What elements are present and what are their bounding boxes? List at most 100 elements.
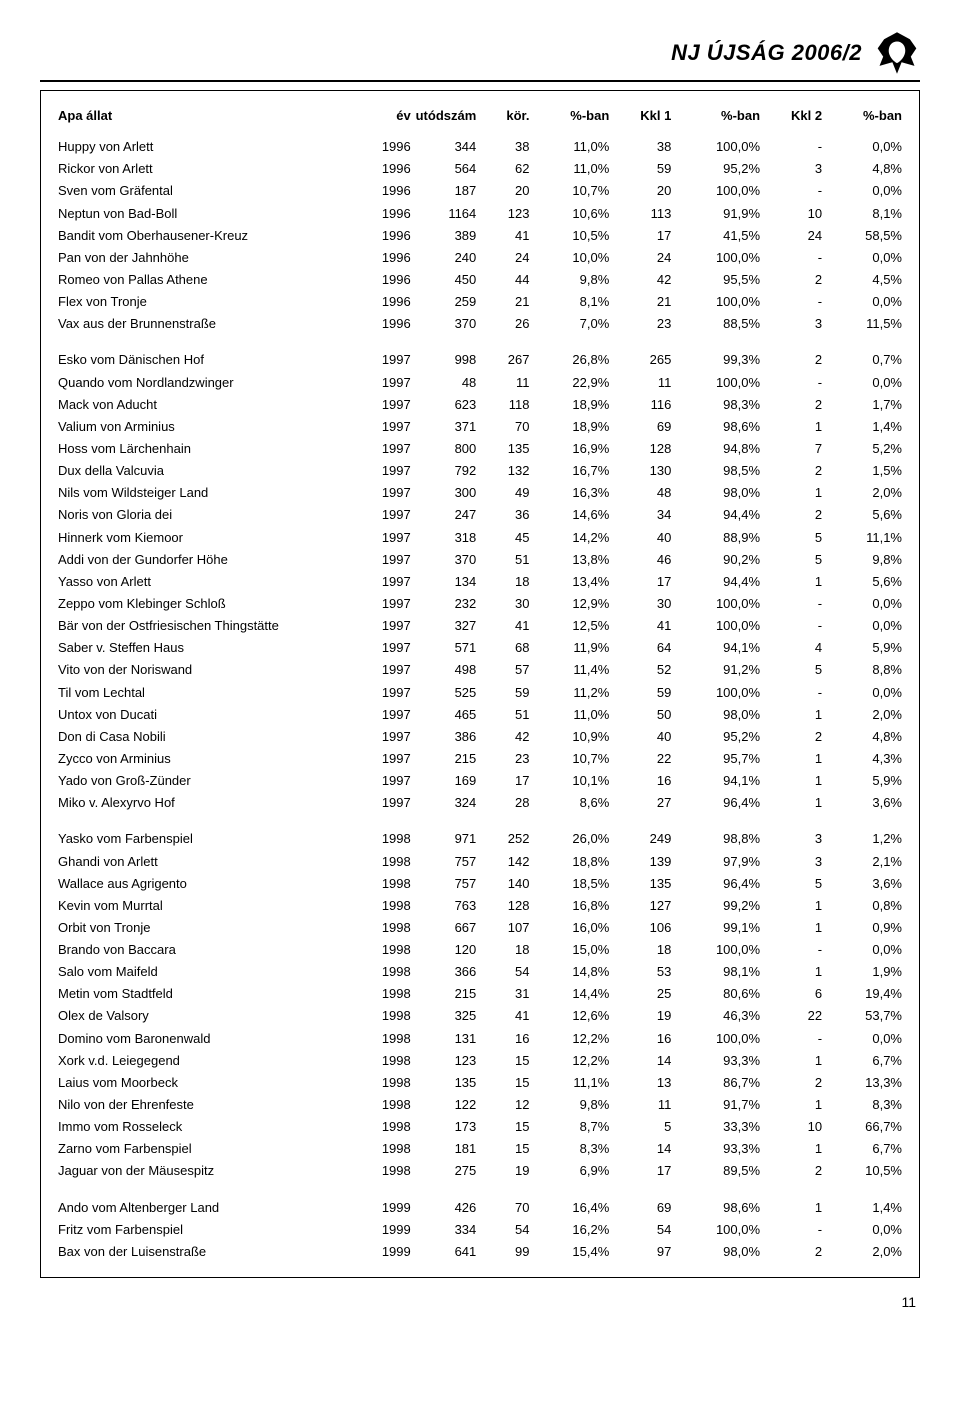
table-cell: 1998 (359, 1072, 412, 1094)
table-cell: 1998 (359, 1050, 412, 1072)
table-cell: 142 (477, 851, 530, 873)
table-cell: 763 (412, 895, 478, 917)
table-cell: 757 (412, 851, 478, 873)
table-cell: 100,0% (672, 1028, 761, 1050)
table-cell: 12,2% (530, 1050, 610, 1072)
table-cell: 94,1% (672, 637, 761, 659)
table-cell: 12,2% (530, 1028, 610, 1050)
table-cell: 94,4% (672, 504, 761, 526)
table-cell: 96,4% (672, 792, 761, 814)
table-cell: 247 (412, 504, 478, 526)
table-cell: 5,9% (823, 770, 903, 792)
table-cell: 41,5% (672, 225, 761, 247)
table-cell: 3,6% (823, 792, 903, 814)
table-cell: 11,2% (530, 682, 610, 704)
table-cell: 11,0% (530, 158, 610, 180)
table-cell: Romeo von Pallas Athene (57, 269, 359, 291)
table-cell: 123 (477, 203, 530, 225)
table-cell: 98,3% (672, 394, 761, 416)
table-cell: 10,7% (530, 748, 610, 770)
table-cell: 11 (610, 372, 672, 394)
col-pban-3: %-ban (823, 105, 903, 136)
table-cell: 41 (477, 1005, 530, 1027)
table-cell: 5,6% (823, 504, 903, 526)
table-cell: 641 (412, 1241, 478, 1263)
table-cell: 0,0% (823, 291, 903, 313)
table-cell: 1 (761, 895, 823, 917)
table-cell: Valium von Arminius (57, 416, 359, 438)
table-cell: 1 (761, 1094, 823, 1116)
table-cell: Pan von der Jahnhöhe (57, 247, 359, 269)
table-cell: 99 (477, 1241, 530, 1263)
table-cell: 1 (761, 748, 823, 770)
table-cell: 5 (610, 1116, 672, 1138)
table-cell: 1998 (359, 1160, 412, 1182)
table-cell: 48 (412, 372, 478, 394)
table-row: Don di Casa Nobili19973864210,9%4095,2%2… (57, 726, 903, 748)
table-cell: - (761, 180, 823, 202)
table-cell: 792 (412, 460, 478, 482)
table-row: Mack von Aducht199762311818,9%11698,3%21… (57, 394, 903, 416)
table-row: Kevin vom Murrtal199876312816,8%12799,2%… (57, 895, 903, 917)
table-cell: 95,5% (672, 269, 761, 291)
table-cell: 998 (412, 349, 478, 371)
table-cell: 370 (412, 313, 478, 335)
table-cell: 10,5% (823, 1160, 903, 1182)
table-cell: 91,9% (672, 203, 761, 225)
table-cell: 1 (761, 961, 823, 983)
table-cell: 9,8% (823, 549, 903, 571)
page-header: NJ ÚJSÁG 2006/2 (40, 30, 920, 82)
table-cell: 11,1% (823, 527, 903, 549)
table-cell: Yado von Groß-Zünder (57, 770, 359, 792)
table-cell: 16,3% (530, 482, 610, 504)
table-cell: 4,8% (823, 158, 903, 180)
table-cell: 0,0% (823, 247, 903, 269)
table-cell: 1 (761, 571, 823, 593)
table-cell: 571 (412, 637, 478, 659)
table-cell: 50 (610, 704, 672, 726)
table-cell: 90,2% (672, 549, 761, 571)
table-cell: 1997 (359, 527, 412, 549)
table-cell: 58,5% (823, 225, 903, 247)
table-cell: 16,9% (530, 438, 610, 460)
table-cell: 564 (412, 158, 478, 180)
table-cell: 22,9% (530, 372, 610, 394)
table-cell: 7 (761, 438, 823, 460)
table-cell: 0,0% (823, 372, 903, 394)
table-cell: 19 (477, 1160, 530, 1182)
table-row: Hinnerk vom Kiemoor19973184514,2%4088,9%… (57, 527, 903, 549)
table-cell: 1996 (359, 313, 412, 335)
table-cell: 14 (610, 1050, 672, 1072)
table-cell: 1997 (359, 726, 412, 748)
table-row: Til vom Lechtal19975255911,2%59100,0%-0,… (57, 682, 903, 704)
table-cell: 0,0% (823, 180, 903, 202)
table-cell: 17 (610, 1160, 672, 1182)
table-cell: Yasko vom Farbenspiel (57, 828, 359, 850)
table-cell: 8,7% (530, 1116, 610, 1138)
table-cell: 11,0% (530, 704, 610, 726)
table-row: Nilo von der Ehrenfeste1998122129,8%1191… (57, 1094, 903, 1116)
table-cell: Wallace aus Agrigento (57, 873, 359, 895)
table-cell: 371 (412, 416, 478, 438)
table-cell: 1 (761, 770, 823, 792)
table-cell: Salo vom Maifeld (57, 961, 359, 983)
table-cell: 6 (761, 983, 823, 1005)
table-cell: - (761, 939, 823, 961)
table-cell: 426 (412, 1197, 478, 1219)
table-row: Immo vom Rosseleck1998173158,7%533,3%106… (57, 1116, 903, 1138)
table-cell: Noris von Gloria dei (57, 504, 359, 526)
table-cell: 24 (477, 247, 530, 269)
table-cell: 13,3% (823, 1072, 903, 1094)
table-cell: 10,7% (530, 180, 610, 202)
table-cell: 1997 (359, 460, 412, 482)
table-cell: Dux della Valcuvia (57, 460, 359, 482)
table-cell: 10,0% (530, 247, 610, 269)
table-cell: 1996 (359, 136, 412, 158)
table-cell: 0,0% (823, 682, 903, 704)
table-cell: 2 (761, 504, 823, 526)
table-cell: 300 (412, 482, 478, 504)
table-cell: 265 (610, 349, 672, 371)
table-cell: 370 (412, 549, 478, 571)
table-cell: 1998 (359, 1094, 412, 1116)
table-cell: 123 (412, 1050, 478, 1072)
